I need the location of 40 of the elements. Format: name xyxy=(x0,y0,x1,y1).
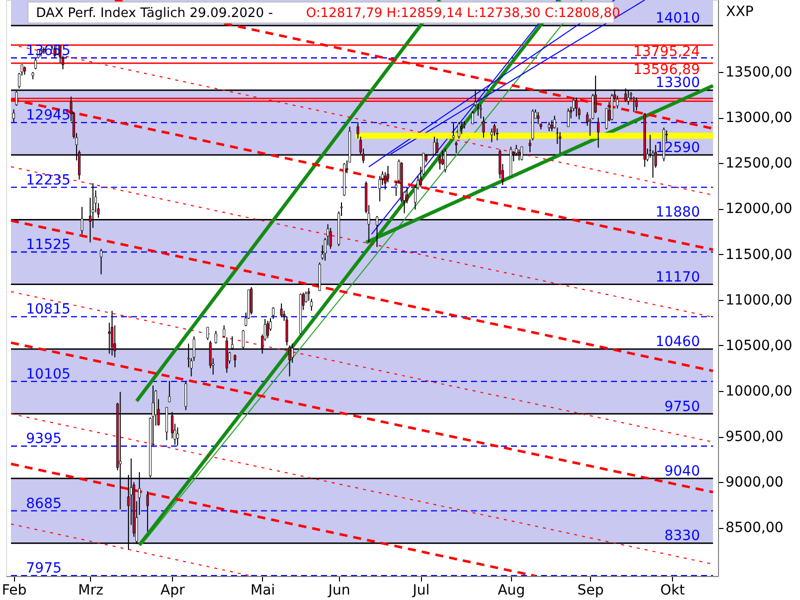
y-tick-label: 9500,00 xyxy=(726,429,784,446)
x-tick-label: Okt xyxy=(660,582,686,598)
ref-line-label: 9395 xyxy=(26,431,62,448)
ref-line-label: 11880 xyxy=(655,204,700,221)
y-tick-label: 10000,00 xyxy=(726,383,792,400)
x-tick-label: Jun xyxy=(327,582,350,598)
y-tick-label: 12500,00 xyxy=(726,156,792,172)
ref-line-label: 14010 xyxy=(655,10,700,27)
text: XXP xyxy=(726,4,754,20)
y-tick-label: 13000,00 xyxy=(726,110,792,126)
ref-line-label: 9750 xyxy=(664,398,700,415)
ref-line-label: 10815 xyxy=(26,302,71,318)
ref-line-label: 13300 xyxy=(655,75,700,92)
chart-subtitle: O:12817,79 H:12859,14 L:12738,30 C:12808,80 xyxy=(306,6,620,21)
ref-line-label: 12945 xyxy=(26,108,71,124)
x-tick-label: Aug xyxy=(498,582,526,598)
ref-line-label: 10105 xyxy=(26,366,71,382)
chart-title: DAX Perf. Index Täglich 29.09.2020 - xyxy=(36,6,274,21)
x-tick-label: Mai xyxy=(250,582,276,598)
y-tick-label: 10500,00 xyxy=(726,338,792,354)
y-tick-label: 12000,00 xyxy=(726,201,792,218)
x-tick-label: Apr xyxy=(160,582,186,598)
x-tick-label: Jul xyxy=(412,582,430,598)
y-tick-label: 8500,00 xyxy=(726,520,784,536)
ref-line-label: 11170 xyxy=(655,269,700,286)
y-tick-label: 11500,00 xyxy=(726,246,792,263)
ref-line-label: 12235 xyxy=(26,172,71,188)
y-tick-label: 13500,00 xyxy=(726,64,792,80)
x-tick-label: Sep xyxy=(577,582,604,598)
y-tick-label: 9000,00 xyxy=(726,474,784,491)
x-tick-label: Mrz xyxy=(78,582,104,598)
ref-line-label: 7975 xyxy=(26,560,62,577)
x-tick-label: Feb xyxy=(2,582,27,598)
ref-line-label: 9040 xyxy=(664,463,700,480)
ref-line-label: 11525 xyxy=(26,237,71,253)
ref-line-label: 13795,24 xyxy=(633,44,700,60)
ref-line-label: 8685 xyxy=(26,496,62,512)
y-tick-label: 11000,00 xyxy=(726,292,792,308)
ref-line-label: 8330 xyxy=(664,528,700,544)
ref-line-label: 10460 xyxy=(655,334,700,350)
